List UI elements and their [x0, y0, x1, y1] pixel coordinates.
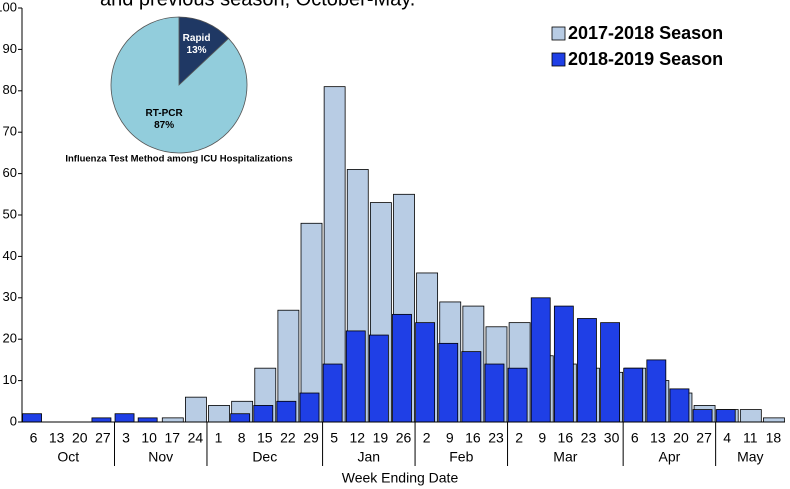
- x-tick-label: 3: [122, 430, 130, 446]
- month-label: May: [737, 449, 763, 465]
- bar: [484, 363, 505, 423]
- chart-title: and previous season, October-May.: [100, 0, 415, 10]
- x-tick-label: 11: [743, 430, 758, 446]
- bar: [137, 417, 158, 423]
- y-tick-label: 80: [3, 82, 17, 97]
- pie-label: RT-PCR: [146, 108, 184, 119]
- pie-slice: [110, 16, 248, 154]
- bar: [230, 413, 251, 423]
- bar: [415, 322, 436, 423]
- month-label: Dec: [252, 449, 277, 465]
- pie-title: Influenza Test Method among ICU Hospital…: [65, 154, 292, 165]
- legend-swatch: [551, 52, 566, 67]
- x-tick-label: 26: [396, 430, 412, 446]
- bar: [299, 392, 320, 423]
- bar: [669, 388, 690, 423]
- x-tick-label: 23: [488, 430, 504, 446]
- x-tick-label: 1: [215, 430, 223, 446]
- x-tick-label: 13: [49, 430, 65, 446]
- month-label: Oct: [57, 449, 79, 465]
- x-tick-label: 10: [141, 430, 157, 446]
- y-tick-label: 30: [3, 289, 17, 304]
- x-tick-label: 15: [257, 430, 273, 446]
- x-tick-label: 2: [423, 430, 431, 446]
- bar: [253, 405, 274, 423]
- x-tick-label: 18: [766, 430, 782, 446]
- pie-slice: [178, 16, 230, 86]
- bar: [161, 417, 184, 423]
- y-tick-label: 90: [3, 41, 17, 56]
- x-tick-label: 23: [581, 430, 597, 446]
- bar: [392, 313, 412, 423]
- month-label: Nov: [148, 449, 173, 465]
- bar: [114, 413, 135, 423]
- y-tick-label: 70: [3, 124, 17, 139]
- x-tick-label: 27: [95, 430, 111, 446]
- x-tick-label: 2: [515, 430, 523, 446]
- x-tick-label: 19: [373, 430, 389, 446]
- x-tick-label: 20: [72, 430, 88, 446]
- bar: [208, 405, 230, 423]
- bar: [185, 396, 207, 423]
- x-tick-label: 9: [538, 430, 546, 446]
- bar: [438, 342, 459, 423]
- pie-value-label: 87%: [154, 120, 174, 131]
- x-tick-label: 12: [349, 430, 365, 446]
- bar: [22, 413, 42, 423]
- bar: [345, 330, 366, 423]
- x-tick-label: 9: [446, 430, 454, 446]
- bar: [300, 222, 323, 423]
- legend-label: 2017-2018 Season: [568, 23, 723, 43]
- pie-value-label: 13%: [187, 45, 207, 56]
- x-tick-label: 5: [330, 430, 338, 446]
- x-tick-label: 17: [164, 430, 180, 446]
- bar: [368, 334, 389, 423]
- x-tick-label: 16: [465, 430, 481, 446]
- x-axis-title: Week Ending Date: [342, 470, 459, 486]
- x-tick-label: 4: [723, 430, 731, 446]
- bar: [91, 417, 112, 423]
- month-label: Apr: [658, 449, 680, 465]
- x-tick-label: 24: [188, 430, 204, 446]
- bar: [623, 367, 644, 423]
- y-tick-label: 50: [3, 206, 17, 221]
- bar: [530, 297, 551, 423]
- y-tick-label: 100: [0, 0, 17, 14]
- x-tick-label: 22: [280, 430, 296, 446]
- y-tick-label: 60: [3, 165, 17, 180]
- bar: [763, 417, 785, 423]
- y-tick-label: 10: [3, 372, 17, 387]
- bar: [553, 305, 574, 423]
- bar: [577, 318, 597, 423]
- y-tick-label: 0: [10, 413, 17, 428]
- x-tick-label: 6: [30, 430, 38, 446]
- x-tick-label: 30: [604, 430, 620, 446]
- bar: [715, 409, 736, 423]
- month-label: Mar: [553, 449, 577, 465]
- bar: [646, 359, 667, 423]
- bar: [692, 409, 713, 423]
- x-tick-label: 13: [650, 430, 666, 446]
- x-tick-label: 27: [696, 430, 712, 446]
- month-label: Feb: [449, 449, 473, 465]
- x-tick-label: 8: [238, 430, 246, 446]
- bar: [461, 351, 482, 423]
- bar: [739, 409, 762, 423]
- bar: [322, 363, 343, 423]
- y-tick-label: 20: [3, 331, 17, 346]
- legend-swatch: [551, 26, 566, 41]
- month-label: Jan: [358, 449, 381, 465]
- legend-label: 2018-2019 Season: [568, 49, 723, 69]
- x-tick-label: 6: [631, 430, 639, 446]
- pie-label: Rapid: [183, 33, 211, 44]
- x-tick-label: 16: [558, 430, 574, 446]
- y-tick-label: 40: [3, 248, 17, 263]
- bar: [600, 322, 620, 423]
- bar: [507, 367, 528, 423]
- x-tick-label: 29: [303, 430, 319, 446]
- bar: [276, 400, 297, 423]
- x-tick-label: 20: [673, 430, 689, 446]
